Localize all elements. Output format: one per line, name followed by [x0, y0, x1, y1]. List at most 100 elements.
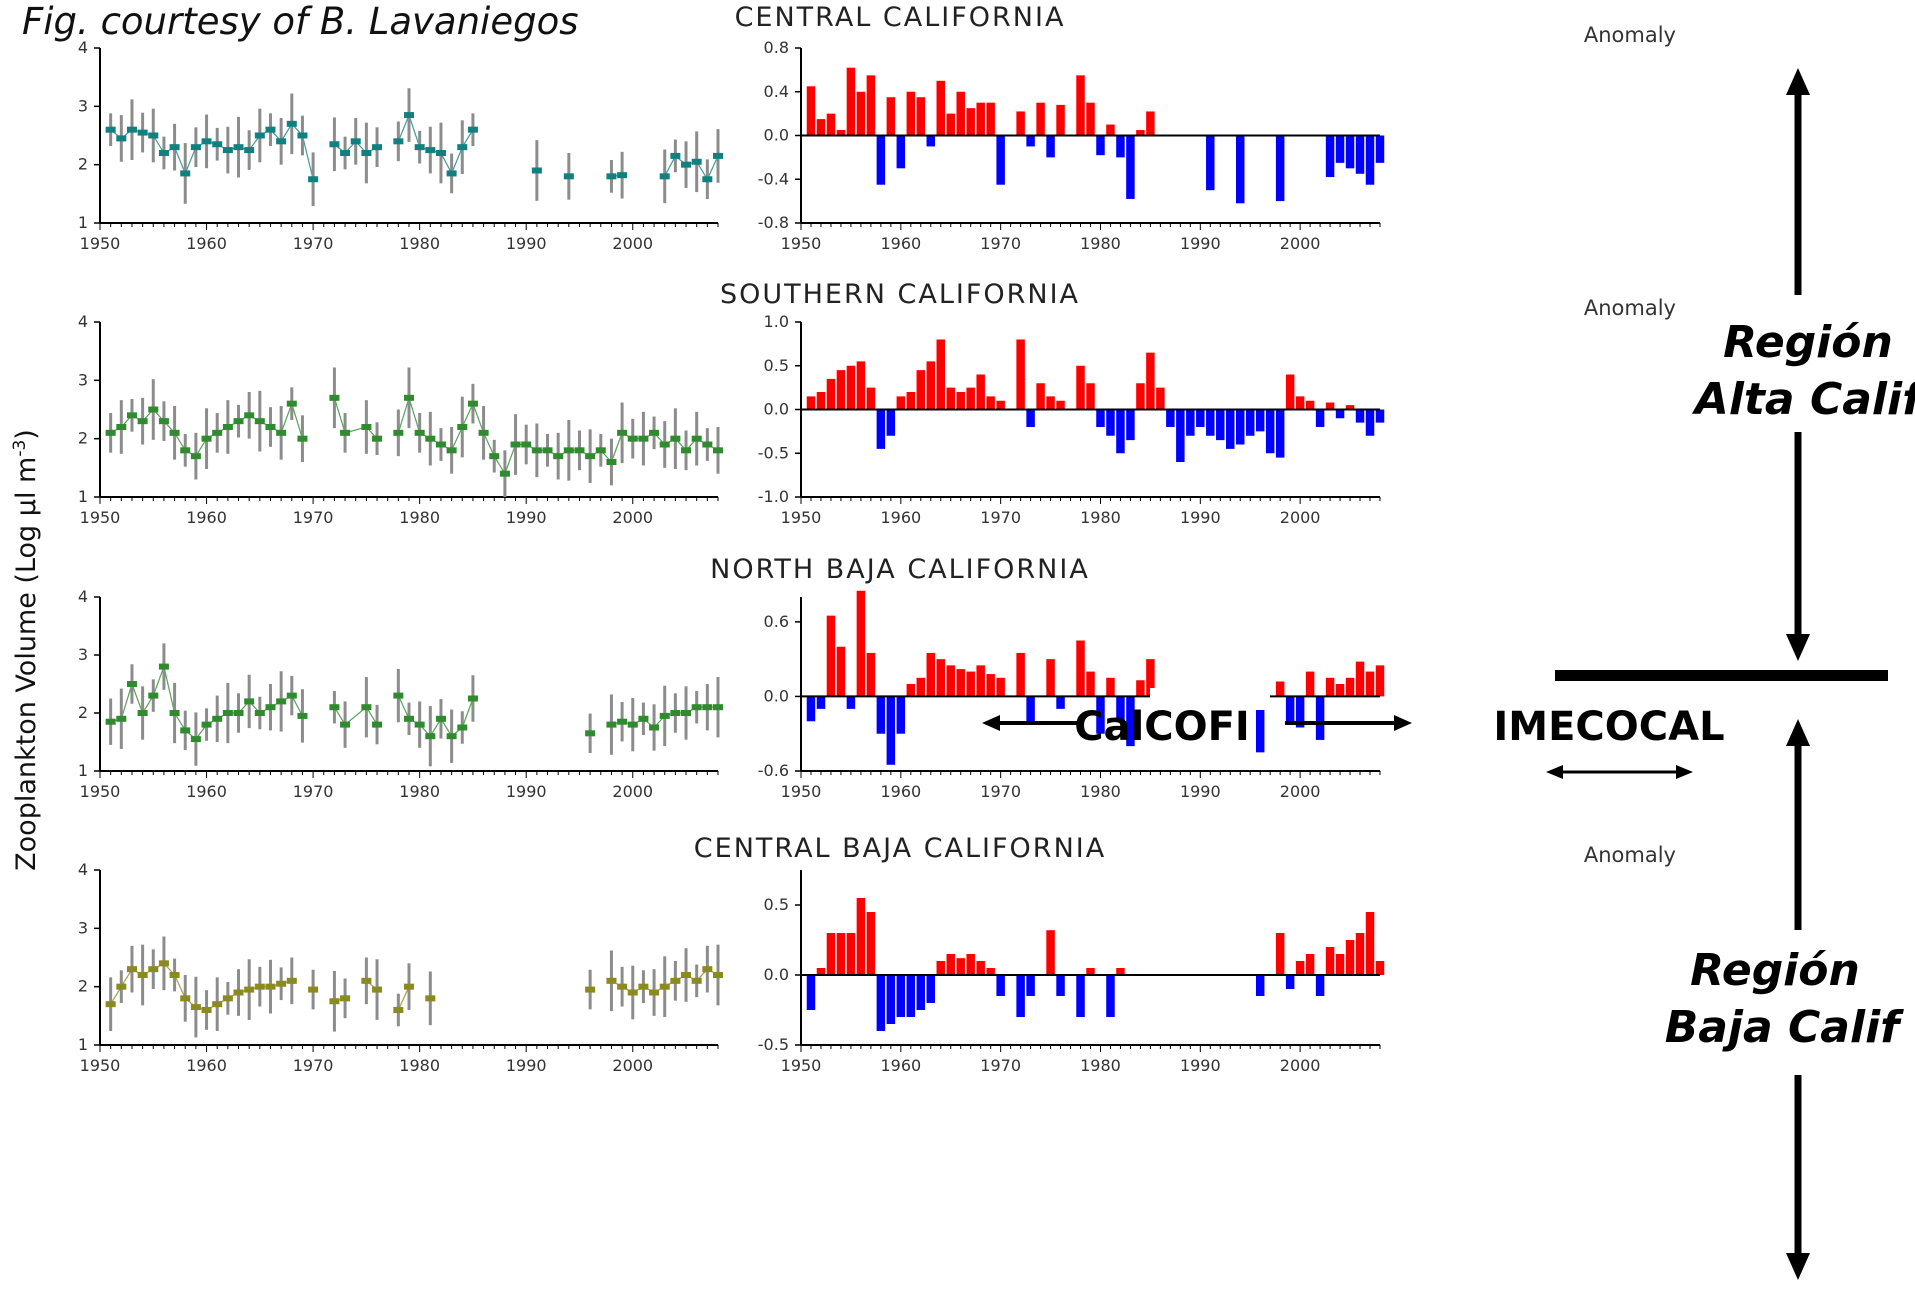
data-point	[137, 710, 148, 716]
y-tick-label: -0.4	[758, 169, 789, 188]
anomaly-bar-negative	[1355, 409, 1365, 423]
anomaly-bar-positive	[1375, 961, 1385, 975]
data-point	[254, 710, 265, 716]
data-point	[702, 441, 713, 448]
x-tick-label: 1990	[1180, 782, 1221, 801]
alta-arrow-up-head	[1786, 68, 1810, 95]
anomaly-bar-negative	[1315, 696, 1325, 740]
data-point	[212, 1001, 223, 1008]
anomaly-bar-positive	[846, 933, 856, 975]
anomaly-bar-positive	[986, 102, 995, 136]
y-tick-label: 4	[78, 38, 88, 57]
data-point	[222, 710, 233, 716]
anomaly-bar-positive	[916, 97, 926, 136]
data-point	[286, 977, 297, 984]
region-alta-line1: Región	[1723, 317, 1893, 368]
region-baja-line1: Región	[1690, 945, 1860, 996]
anomaly-bar-positive	[1355, 933, 1365, 975]
anomaly-bar-positive	[916, 677, 926, 697]
y-tick-label: 2	[78, 703, 88, 722]
data-point	[489, 453, 500, 460]
x-tick-label: 1970	[980, 508, 1021, 527]
anomaly-bar-positive	[926, 652, 936, 697]
anomaly-bar-positive	[966, 108, 975, 136]
anomaly-bar-positive	[1056, 400, 1065, 410]
anomaly-bar-positive	[1275, 933, 1285, 975]
anomaly-bar-negative	[1186, 409, 1195, 436]
anomaly-bar-negative	[876, 696, 886, 734]
data-point	[116, 424, 127, 430]
data-point	[286, 692, 297, 699]
data-point	[702, 176, 713, 183]
series-line	[397, 986, 410, 1011]
anomaly-plot: -1.0 -0.5 0.0 0.5 1.0 1950 1960 1970 1980 1990 200…	[758, 312, 1385, 527]
anomaly-bar-positive	[976, 102, 985, 136]
anomaly-bar-positive	[1355, 661, 1365, 697]
y-tick-label: 0.5	[764, 895, 789, 914]
figure-credit: Fig. courtesy of B. Lavaniegos	[22, 0, 579, 43]
data-point	[585, 730, 596, 737]
data-point	[265, 126, 276, 133]
anomaly-bar-negative	[1335, 409, 1345, 419]
anomaly-bar-positive	[856, 361, 866, 410]
x-tick-label: 1970	[293, 782, 334, 801]
anomaly-bar-positive	[1345, 677, 1355, 697]
y-tick-label: 0.0	[764, 126, 789, 145]
anomaly-bar-positive	[1146, 111, 1155, 136]
data-point	[404, 983, 414, 990]
anomaly-bar-negative	[896, 135, 906, 169]
anomaly-bar-positive	[1046, 396, 1055, 410]
anomaly-bar-positive	[1305, 400, 1315, 410]
anomaly-bar-positive	[1016, 111, 1025, 136]
data-point	[414, 144, 425, 151]
data-point	[414, 429, 425, 436]
x-tick-label: 1980	[1080, 1056, 1121, 1075]
anomaly-bar-positive	[966, 954, 975, 975]
y-tick-label: 0.0	[764, 686, 789, 705]
anomaly-bar-negative	[886, 409, 896, 436]
data-point	[425, 995, 436, 1002]
data-point	[585, 986, 596, 993]
data-point	[638, 435, 649, 442]
data-point	[563, 173, 574, 180]
anomaly-bar-positive	[836, 130, 846, 136]
data-point	[467, 695, 478, 702]
anomaly-bar-negative	[846, 696, 856, 709]
y-tick-label: 0.5	[764, 356, 789, 375]
x-tick-label: 1980	[399, 234, 440, 253]
data-point	[148, 132, 159, 139]
anomaly-bar-negative	[1275, 135, 1285, 202]
data-point	[638, 983, 649, 990]
data-point	[254, 983, 265, 990]
anomaly-bar-negative	[1116, 135, 1125, 158]
data-point	[606, 977, 617, 984]
y-tick-label: 1	[78, 1035, 88, 1054]
data-point	[180, 727, 191, 734]
data-point	[659, 173, 670, 180]
anomaly-bar-negative	[1026, 135, 1035, 147]
data-point	[638, 715, 649, 722]
anomaly-bar-positive	[1156, 387, 1165, 410]
data-point	[137, 418, 148, 425]
x-tick-label: 1960	[186, 234, 227, 253]
data-point	[137, 972, 148, 978]
data-point	[606, 721, 617, 728]
anomaly-bar-negative	[1166, 409, 1175, 427]
data-point	[574, 447, 585, 454]
anomaly-bar-negative	[1076, 975, 1085, 1017]
data-point	[361, 977, 372, 984]
anomaly-bar-positive	[1365, 671, 1375, 697]
x-tick-label: 1960	[880, 234, 921, 253]
anomaly-bar-negative	[876, 135, 886, 185]
data-point	[649, 429, 660, 436]
panel-title: CENTRAL BAJA CALIFORNIA	[694, 833, 1106, 864]
panel-row-2: SOUTHERN CALIFORNIA Anomaly 1 2 3 4 1950 1960 19…	[78, 279, 1676, 527]
data-point	[393, 429, 404, 436]
x-tick-label: 1970	[980, 1056, 1021, 1075]
data-point	[606, 173, 617, 180]
anomaly-bar-positive	[966, 671, 975, 697]
anomaly-bar-negative	[1375, 409, 1385, 423]
series-line	[333, 397, 378, 440]
data-point	[244, 147, 255, 154]
anomaly-bar-positive	[946, 113, 955, 136]
